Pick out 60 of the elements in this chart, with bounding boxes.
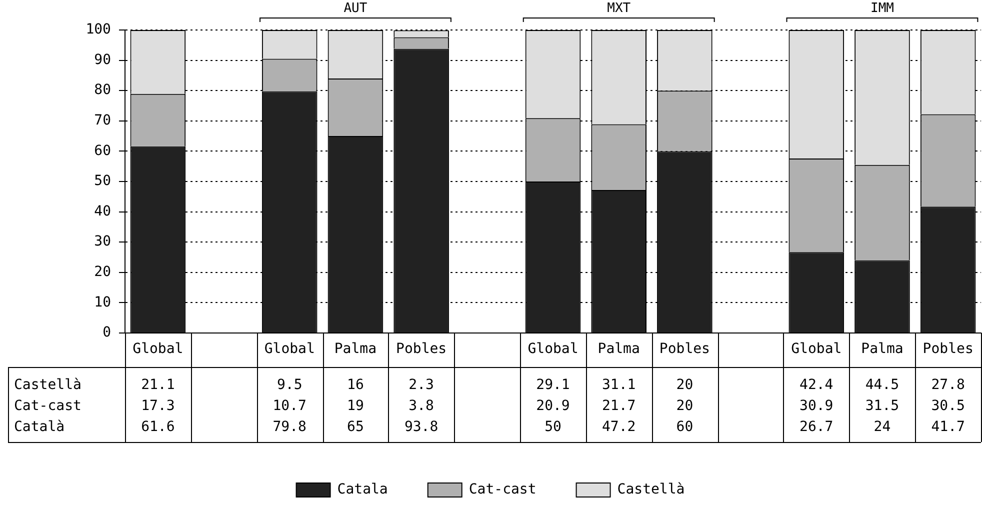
x-tick-label: Pobles [659,341,710,358]
x-tick-label: Palma [861,341,904,358]
y-tick-label: 50 [94,173,111,190]
y-tick-label: 20 [94,264,111,280]
data-label: 24 [874,419,891,436]
data-label: 30.9 [800,398,834,414]
text: Castellà [14,377,82,394]
data-label: 29.1 [536,377,570,394]
y-tick-label: 30 [94,234,111,250]
data-label: 65 [347,419,364,436]
y-tick-label: 90 [94,52,111,68]
data-label: 20.9 [536,398,570,414]
x-tick-label: Global [528,341,578,358]
data-label: 50 [544,419,562,436]
data-label: 79.8 [272,419,306,436]
text: Cat-cast [14,398,82,414]
data-label: 3.8 [408,398,434,414]
x-tick-label: Palma [334,341,377,358]
data-label: 42.4 [800,377,834,394]
text: AUT [344,1,368,16]
legend-label: Catala [337,482,388,498]
data-label: 10.7 [272,398,306,414]
y-tick-label: 60 [94,142,111,159]
legend-label: Castellà [617,482,685,498]
data-label: 2.3 [408,377,434,394]
text: Català [14,419,65,436]
data-label: 60 [676,419,694,436]
text: MXT [607,1,631,16]
data-label: 19 [347,398,364,414]
data-label: 9.5 [276,377,302,394]
data-label: 21.7 [602,398,636,414]
data-label: 16 [347,377,364,394]
data-label: 30.5 [931,398,965,414]
text: IMM [870,1,894,16]
x-tick-label: Pobles [922,341,974,358]
data-label: 47.2 [602,419,636,436]
y-tick-label: 100 [86,22,111,38]
x-tick-label: Global [264,341,315,358]
data-label: 93.8 [404,419,438,436]
data-label: 26.7 [800,419,834,436]
data-label: 20 [676,377,694,394]
data-label: 44.5 [865,377,900,394]
y-tick-label: 80 [94,82,111,98]
x-tick-label: Global [791,341,842,358]
data-label: 41.7 [931,419,965,436]
x-tick-label: Pobles [396,341,447,358]
data-label: 21.1 [141,377,175,394]
y-tick-label: 70 [94,112,111,129]
x-tick-label: Global [132,341,184,358]
y-tick-label: 10 [94,294,111,310]
data-label: 17.3 [141,398,175,414]
data-label: 31.5 [865,398,900,414]
data-label: 31.1 [602,377,636,394]
y-tick-label: 40 [94,203,111,220]
data-label: 20 [676,398,694,414]
data-label: 27.8 [931,377,965,394]
legend-label: Cat-cast [468,482,536,498]
data-label: 61.6 [141,419,175,436]
y-tick-label: 0 [102,324,111,341]
x-tick-label: Palma [598,341,640,358]
